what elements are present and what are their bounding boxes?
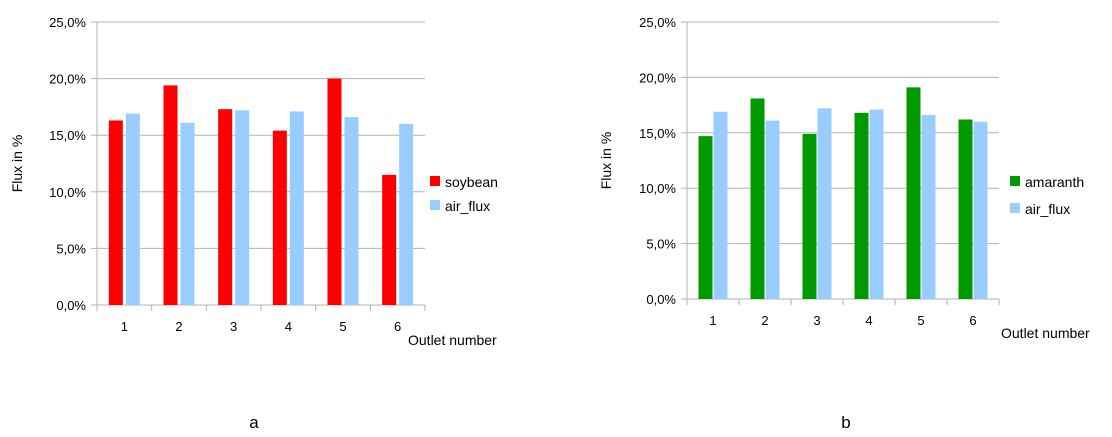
bar-air_flux-outlet-6: [399, 123, 414, 305]
y-tick-label: 0,0%: [646, 292, 676, 307]
y-tick-label: 5,0%: [56, 241, 86, 256]
bar-air_flux-outlet-5: [921, 115, 936, 300]
bar-soybean-outlet-3: [218, 109, 233, 305]
panel-label: a: [249, 413, 259, 432]
bar-amaranth-outlet-2: [750, 98, 765, 300]
legend-label: soybean: [445, 174, 498, 190]
x-axis-label: Outlet number: [1001, 325, 1090, 341]
bar-air_flux-outlet-3: [235, 110, 250, 306]
bar-soybean-outlet-4: [272, 130, 287, 305]
bar-soybean-outlet-1: [108, 120, 123, 305]
x-tick-label: 2: [761, 313, 768, 328]
bar-air_flux-outlet-1: [125, 113, 140, 305]
legend: soybean air_flux: [430, 174, 498, 214]
y-tick-label: 25,0%: [49, 15, 86, 30]
y-tick-label: 20,0%: [49, 72, 86, 87]
bar-air_flux-outlet-2: [765, 120, 780, 299]
bar-amaranth-outlet-5: [906, 87, 921, 299]
legend-swatch-amaranth: [1010, 176, 1020, 186]
bar-air_flux-outlet-6: [973, 121, 988, 299]
x-tick-label: 2: [175, 319, 182, 334]
x-tick-label: 5: [339, 319, 346, 334]
legend-swatch-air_flux: [1010, 203, 1020, 213]
y-axis-label: Flux in %: [598, 132, 614, 190]
bar-soybean-outlet-2: [163, 85, 178, 305]
bar-amaranth-outlet-4: [854, 112, 869, 299]
bar-amaranth-outlet-3: [802, 133, 817, 299]
legend-swatch-soybean: [430, 176, 440, 186]
bar-air_flux-outlet-1: [713, 111, 728, 299]
x-tick-label: 1: [121, 319, 128, 334]
bar-amaranth-outlet-1: [698, 136, 713, 299]
bar-air_flux-outlet-4: [289, 111, 304, 305]
x-tick-label: 1: [709, 313, 716, 328]
y-tick-label: 20,0%: [639, 70, 676, 85]
x-axis-label: Outlet number: [408, 332, 497, 348]
bar-amaranth-outlet-6: [958, 119, 973, 299]
legend-label: air_flux: [445, 198, 490, 214]
x-tick-label: 6: [394, 319, 401, 334]
bar-soybean-outlet-5: [327, 78, 342, 305]
y-tick-label: 15,0%: [49, 128, 86, 143]
legend: amaranth air_flux: [1010, 174, 1084, 217]
x-tick-label: 6: [969, 313, 976, 328]
x-tick-label: 4: [285, 319, 292, 334]
bar-air_flux-outlet-4: [869, 109, 884, 299]
chart-panel-a: 0,0% 5,0% 10,0% 15,0% 20,0% 25,0% 1 2 3 4 5 6 Flux i…: [9, 15, 498, 432]
bar-air_flux-outlet-3: [817, 108, 832, 299]
y-axis-label: Flux in %: [9, 135, 25, 193]
x-tick-label: 3: [813, 313, 820, 328]
legend-swatch-air_flux: [430, 200, 440, 210]
legend-label: amaranth: [1025, 174, 1084, 190]
bar-air_flux-outlet-5: [344, 117, 359, 305]
panel-label: b: [841, 413, 850, 432]
y-tick-label: 10,0%: [49, 185, 86, 200]
legend-label: air_flux: [1025, 201, 1070, 217]
y-tick-label: 5,0%: [646, 237, 676, 252]
bar-soybean-outlet-6: [382, 174, 397, 305]
y-tick-label: 10,0%: [639, 181, 676, 196]
x-tick-label: 3: [230, 319, 237, 334]
y-tick-label: 15,0%: [639, 126, 676, 141]
bar-air_flux-outlet-2: [180, 122, 195, 305]
y-tick-label: 0,0%: [56, 298, 86, 313]
x-tick-label: 5: [917, 313, 924, 328]
y-tick-label: 25,0%: [639, 15, 676, 30]
x-tick-label: 4: [865, 313, 872, 328]
chart-panel-b: 0,0% 5,0% 10,0% 15,0% 20,0% 25,0% 1 2 3 4 5 6 Flux i…: [598, 15, 1090, 432]
